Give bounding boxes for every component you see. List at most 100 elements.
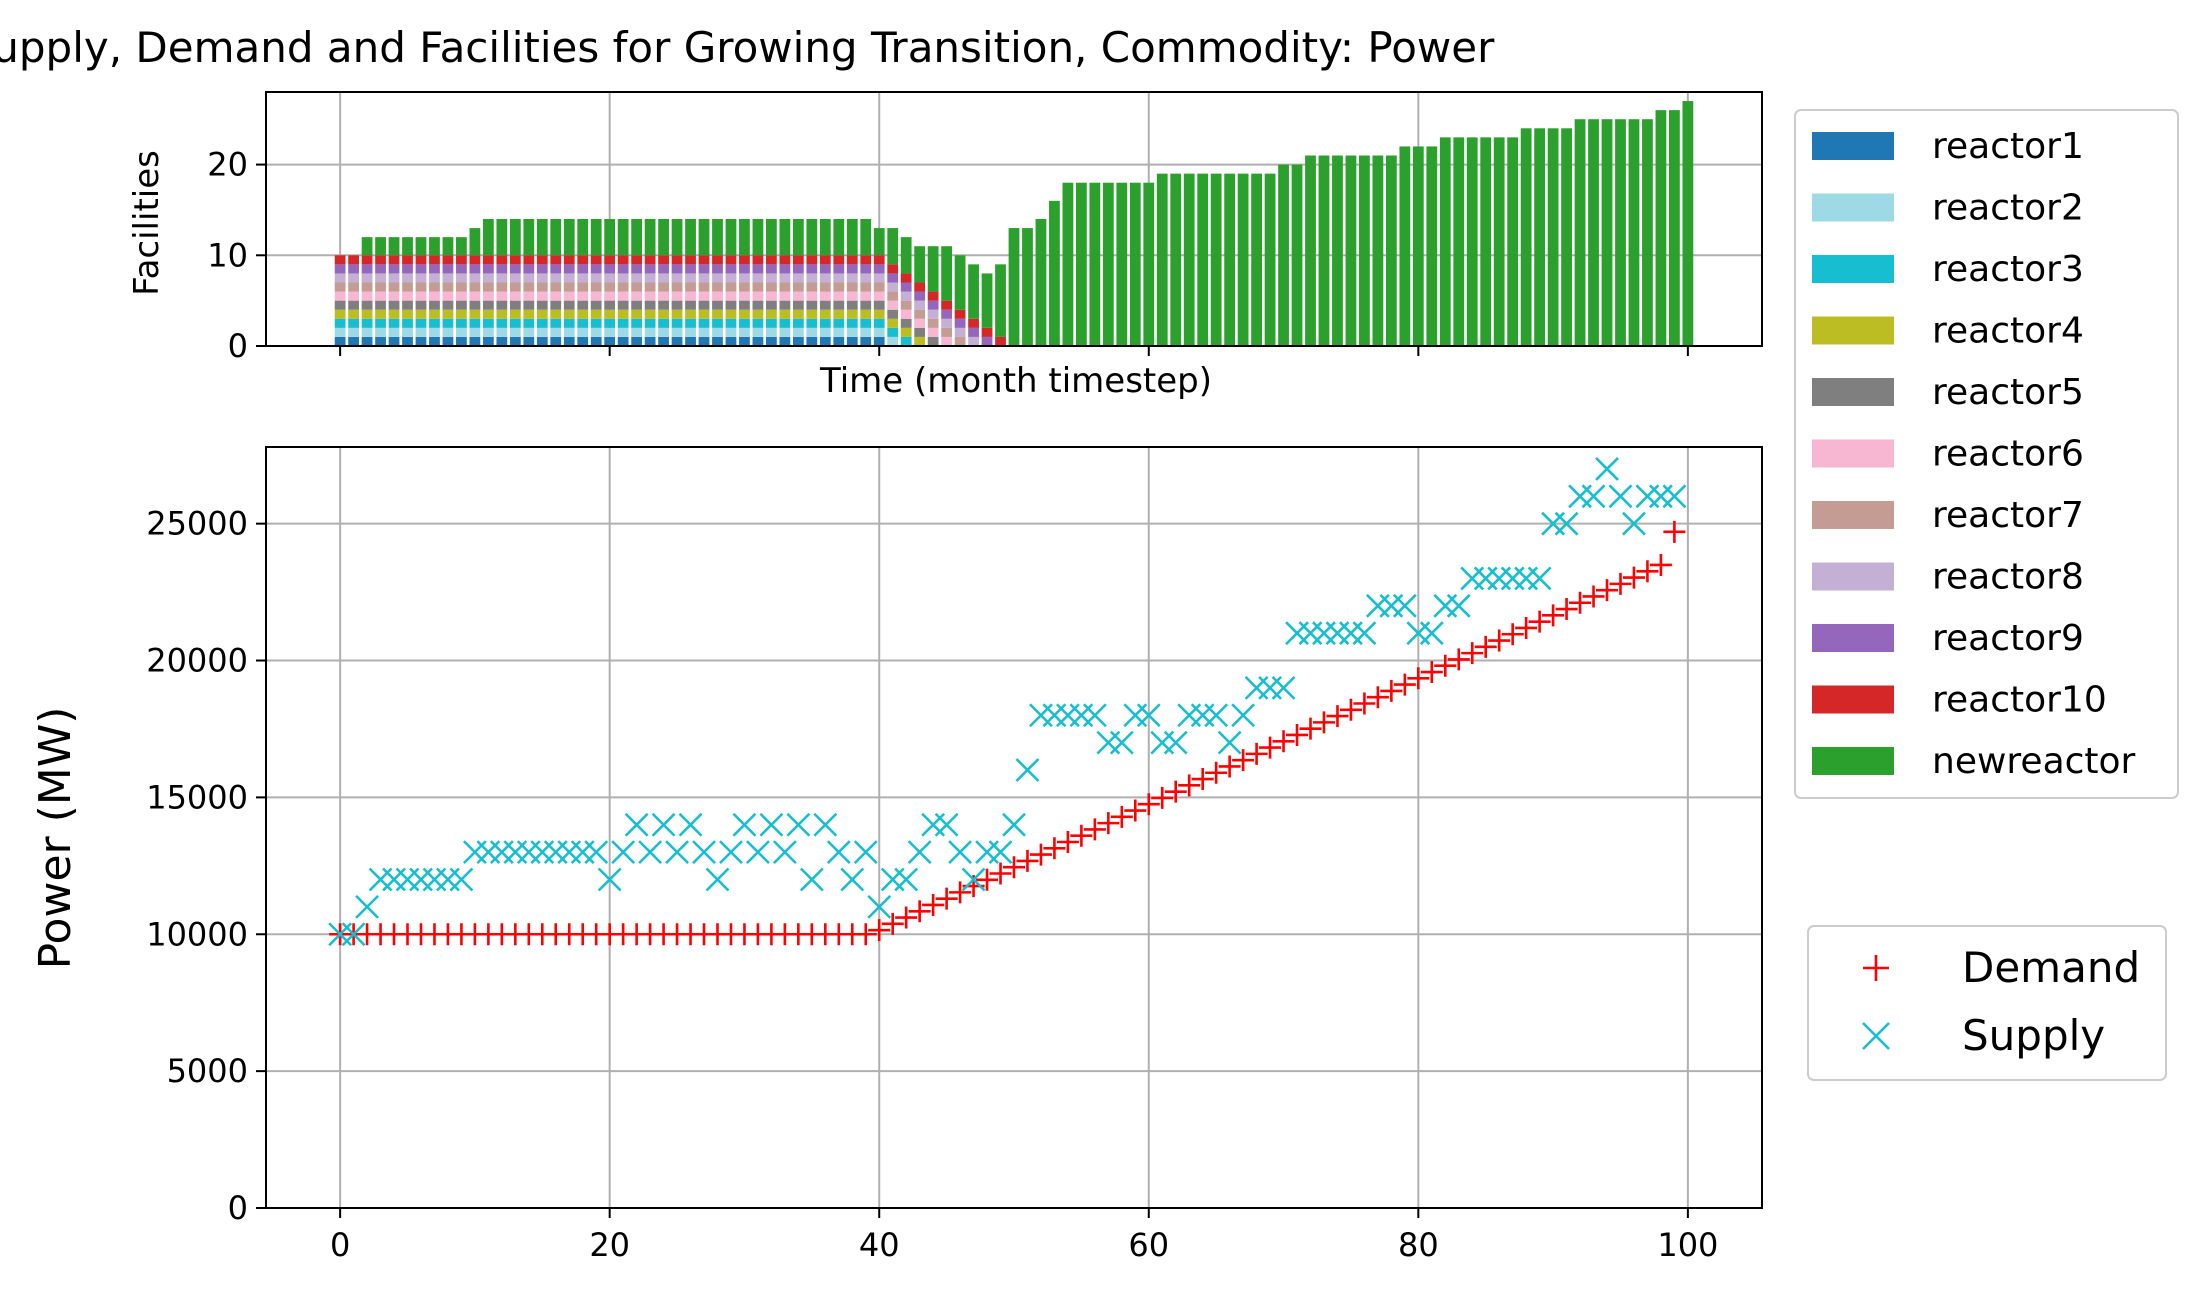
facilities-bar-reactor9 [334,264,346,274]
facilities-bar-reactor8 [442,273,454,283]
facilities-bar-reactor4 [779,309,791,319]
demand-point [1029,843,1052,866]
facilities-bar-reactor3 [590,318,602,328]
facilities-bar-reactor10 [941,300,952,310]
supply-point [1298,621,1323,646]
facilities-bar-reactor10 [388,255,400,265]
facilities-bar-reactor9 [617,264,629,274]
facilities-bar-reactor3 [469,318,481,328]
facilities-bar-reactor4 [766,309,777,319]
legend-label-reactor10: reactor10 [1932,680,2107,721]
facilities-bar-newreactor [496,219,508,256]
supply-point [813,812,838,837]
facilities-bar-reactor3 [402,318,413,328]
facilities-bar-reactor3 [739,318,750,328]
facilities-bar-reactor6 [644,291,656,301]
facilities-y-tick-label: 20 [207,146,248,184]
facilities-bar-reactor6 [712,291,723,301]
facilities-bar-newreactor [415,237,427,256]
facilities-bar-reactor8 [644,273,656,283]
supply-point [570,840,595,865]
legend-label-reactor2: reactor2 [1932,188,2084,229]
facilities-bar-newreactor [779,219,791,256]
facilities-bar-newreactor [766,219,777,256]
facilities-bar-reactor4 [833,309,845,319]
facilities-bar-reactor5 [509,300,521,310]
facilities-bar-reactor7 [590,282,602,292]
facilities-bar-reactor1 [604,336,616,346]
supply-point [584,840,609,865]
facilities-bar-reactor8 [927,309,939,319]
facilities-bar-reactor7 [429,282,440,292]
facilities-bar-newreactor [1426,146,1438,346]
facilities-bar-reactor8 [739,273,750,283]
supply-point [921,812,946,837]
facilities-bar-newreactor [833,219,845,256]
facilities-bar-newreactor [819,219,831,256]
supply-point [611,840,636,865]
facilities-bar-reactor10 [981,327,993,337]
facilities-bar-reactor5 [779,300,791,310]
supply-point [1163,730,1188,755]
facilities-bar-reactor9 [873,264,885,274]
facilities-bar-reactor1 [698,336,710,346]
facilities-bar-reactor3 [563,318,575,328]
facilities-axes-frame [265,91,1763,347]
facilities-bar-reactor9 [860,264,872,274]
facilities-bar-reactor6 [482,291,494,301]
facilities-bar-reactor10 [698,255,710,265]
facilities-bar-reactor4 [429,309,440,319]
supply-point [867,894,892,919]
facilities-bar-reactor10 [482,255,494,265]
facilities-bar-reactor5 [644,300,656,310]
supply-point [382,867,406,892]
facilities-bar-reactor8 [806,273,818,283]
facilities-bar-reactor5 [456,300,467,310]
facilities-bar-reactor10 [968,318,979,328]
facilities-bar-reactor5 [685,300,696,310]
facilities-bar-reactor5 [348,300,359,310]
facilities-bar-reactor7 [536,282,548,292]
facilities-bar-reactor8 [334,273,346,283]
facilities-bar-reactor1 [685,336,696,346]
demand-point [895,906,918,929]
supply-point [692,840,716,865]
facilities-bar-reactor6 [563,291,575,301]
facilities-bar-reactor3 [442,318,454,328]
facilities-bar-reactor8 [698,273,710,283]
facilities-bar-reactor8 [752,273,764,283]
facilities-bar-reactor7 [846,282,858,292]
demand-point [1056,831,1079,854]
facilities-bar-reactor1 [348,336,359,346]
facilities-bar-reactor1 [429,336,440,346]
facilities-bar-reactor2 [887,336,899,346]
facilities-bar-newreactor [1062,182,1074,346]
facilities-bar-reactor10 [792,255,804,265]
demand-point [1393,673,1416,696]
facilities-bar-reactor2 [429,327,440,337]
facilities-bar-reactor7 [671,282,683,292]
demand-point [854,923,877,946]
legend-label-reactor5: reactor5 [1932,372,2084,413]
facilities-bar-reactor8 [590,273,602,283]
facilities-bar-reactor5 [806,300,818,310]
demand-point [1609,572,1632,595]
facilities-bar-reactor7 [860,282,872,292]
facilities-bar-reactor9 [779,264,791,274]
facilities-bar-newreactor [1399,146,1411,346]
supply-point [1392,593,1417,618]
facilities-bar-reactor10 [442,255,454,265]
facilities-bar-reactor5 [415,300,427,310]
facilities-bar-reactor10 [671,255,683,265]
facilities-bar-reactor8 [482,273,494,283]
facilities-bar-newreactor [1615,119,1626,347]
facilities-bar-reactor4 [644,309,656,319]
facilities-bar-reactor1 [860,336,872,346]
supply-point [557,840,582,865]
facilities-bar-reactor4 [900,327,912,337]
facilities-bar-reactor1 [766,336,777,346]
facilities-bar-reactor5 [873,300,885,310]
facilities-bar-reactor3 [375,318,386,328]
facilities-bar-reactor6 [334,291,346,301]
facilities-bar-reactor7 [563,282,575,292]
